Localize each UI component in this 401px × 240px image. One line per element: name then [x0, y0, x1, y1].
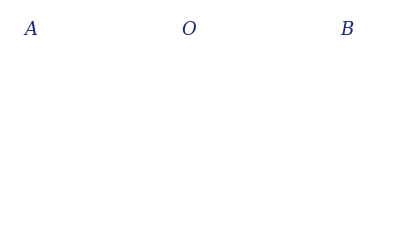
Text: B: B	[340, 21, 353, 39]
Wedge shape	[156, 0, 189, 5]
Text: A: A	[24, 21, 38, 39]
Wedge shape	[166, 0, 193, 5]
Wedge shape	[189, 0, 222, 5]
Wedge shape	[189, 0, 215, 5]
Text: O: O	[182, 21, 196, 39]
